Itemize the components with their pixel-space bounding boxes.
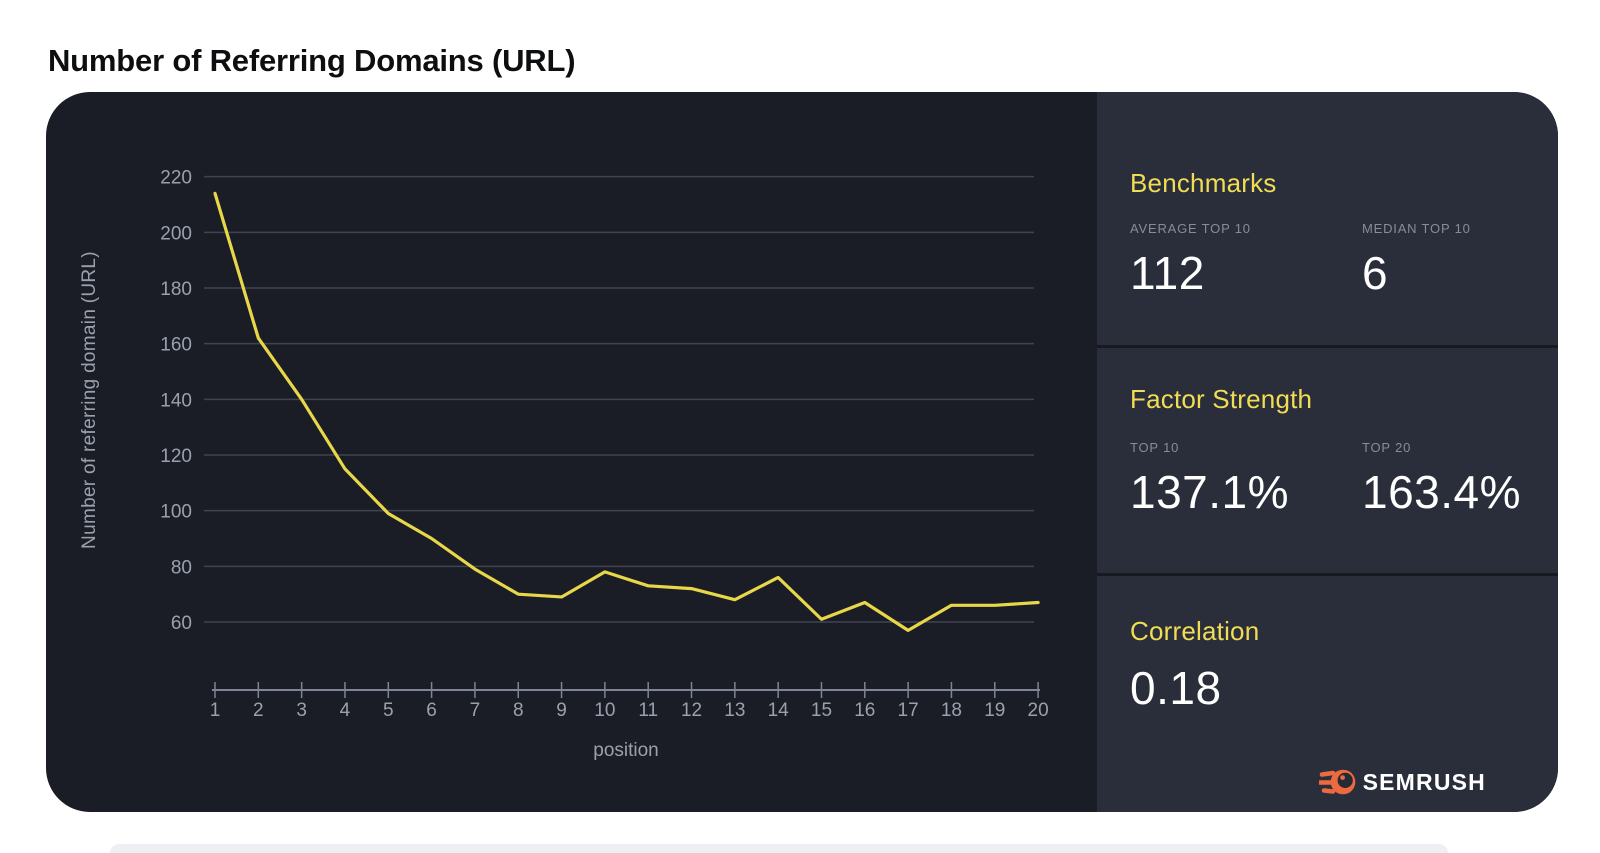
stat-value: 112 [1130, 247, 1205, 299]
svg-text:16: 16 [854, 700, 875, 721]
correlation-heading: Correlation [1130, 616, 1260, 646]
data-series-line [213, 191, 1040, 632]
svg-text:18: 18 [941, 700, 962, 721]
svg-text:19: 19 [984, 700, 1005, 721]
stat-label: MEDIAN TOP 10 [1362, 221, 1471, 236]
svg-text:11: 11 [638, 700, 658, 721]
stat-label: TOP 10 [1130, 440, 1180, 455]
correlation-section: Correlation 0.18 SEMRUSH [1097, 573, 1558, 812]
benchmarks-stats-row: AVERAGE TOP 10 112 MEDIAN TOP 10 6 [1130, 221, 1558, 300]
next-card-peek [110, 844, 1448, 853]
svg-text:20: 20 [1028, 700, 1049, 721]
x-axis-title: position [593, 740, 659, 761]
correlation-value: 0.18 [1130, 662, 1222, 714]
y-axis-title: Number of referring domain (URL) [79, 251, 100, 549]
svg-text:5: 5 [383, 700, 394, 721]
svg-text:100: 100 [160, 502, 192, 523]
svg-text:14: 14 [768, 700, 790, 721]
svg-text:12: 12 [681, 700, 702, 721]
svg-text:220: 220 [160, 168, 192, 189]
svg-text:2: 2 [253, 700, 264, 721]
svg-text:6: 6 [426, 700, 437, 721]
svg-text:13: 13 [724, 700, 745, 721]
svg-text:7: 7 [470, 700, 481, 721]
svg-text:1: 1 [210, 700, 221, 721]
stat-average-top10: AVERAGE TOP 10 112 [1130, 221, 1362, 300]
semrush-logo-text: SEMRUSH [1362, 768, 1486, 795]
stat-label: TOP 20 [1362, 440, 1412, 455]
page-title: Number of Referring Domains (URL) [48, 42, 576, 78]
factor-strength-heading: Factor Strength [1130, 384, 1313, 414]
svg-text:60: 60 [171, 613, 192, 634]
stat-median-top10: MEDIAN TOP 10 6 [1362, 221, 1471, 300]
stat-value: 163.4% [1362, 466, 1522, 518]
benchmarks-section: Benchmarks AVERAGE TOP 10 112 MEDIAN TOP… [1097, 92, 1558, 345]
svg-text:120: 120 [160, 446, 192, 467]
svg-text:17: 17 [898, 700, 919, 721]
chart-card: 60 80 100 120 140 160 180 200 220 1 2 3 4 5 6 7 8 9 10 11 12… [46, 92, 1558, 812]
svg-text:80: 80 [171, 557, 192, 578]
svg-text:10: 10 [594, 700, 615, 721]
svg-text:4: 4 [340, 700, 351, 721]
svg-text:9: 9 [556, 700, 567, 721]
svg-text:3: 3 [296, 700, 307, 721]
semrush-logo: SEMRUSH [1318, 766, 1486, 798]
stat-value: 137.1% [1130, 466, 1290, 518]
stat-value: 6 [1362, 247, 1389, 299]
svg-text:15: 15 [811, 700, 832, 721]
factor-strength-section: Factor Strength TOP 10 137.1% TOP 20 163… [1097, 345, 1558, 573]
line-chart: 60 80 100 120 140 160 180 200 220 1 2 3 4 5 6 7 8 9 10 11 12… [46, 92, 1097, 812]
semrush-comet-icon [1318, 769, 1355, 795]
svg-text:160: 160 [160, 335, 192, 356]
benchmarks-heading: Benchmarks [1130, 168, 1277, 198]
svg-text:140: 140 [160, 390, 192, 411]
factor-strength-stats-row: TOP 10 137.1% TOP 20 163.4% [1130, 440, 1558, 519]
stat-top10: TOP 10 137.1% [1130, 440, 1362, 519]
stats-panel: Benchmarks AVERAGE TOP 10 112 MEDIAN TOP… [1097, 92, 1558, 812]
svg-text:8: 8 [513, 700, 524, 721]
stat-label: AVERAGE TOP 10 [1130, 221, 1251, 236]
stat-top20: TOP 20 163.4% [1362, 440, 1521, 519]
svg-text:200: 200 [160, 223, 192, 244]
svg-text:180: 180 [160, 279, 192, 300]
